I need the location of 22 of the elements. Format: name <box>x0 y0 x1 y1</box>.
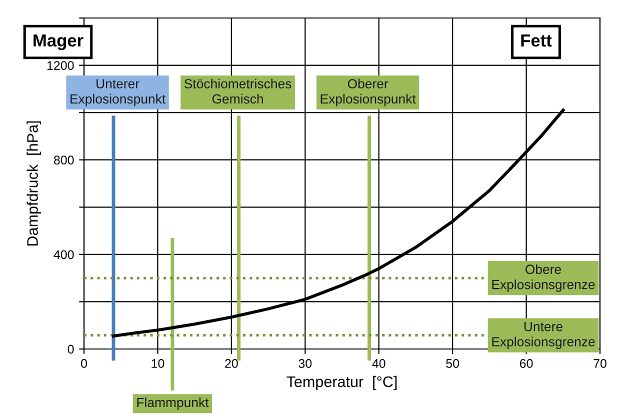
ref-line-label: Untere Explosionsgrenze <box>492 322 595 350</box>
x-tick-label: 20 <box>225 359 238 368</box>
x-tick-label: 40 <box>372 359 386 368</box>
y-tick-label: 0 <box>68 344 74 354</box>
x-tick-label: 70 <box>594 359 606 368</box>
ref-line-label: Flammpunkt <box>137 397 209 410</box>
x-tick-label: 0 <box>81 359 87 368</box>
x-tick-label: 30 <box>298 359 312 368</box>
x-tick-label: 10 <box>152 359 164 368</box>
x-tick-label: 50 <box>446 359 460 368</box>
x-tick-label: 60 <box>520 359 533 368</box>
ref-line-label: Stöchiometrisches Gemisch <box>184 78 292 104</box>
y-tick-label: 800 <box>54 156 74 165</box>
y-tick-label: 400 <box>54 250 74 260</box>
y-axis-title: Dampfdruck [hPa] <box>26 121 41 246</box>
ref-line-label: Unterer Explosionspunkt <box>70 79 166 106</box>
text: Mager <box>34 34 84 50</box>
annotation: Fett <box>521 34 552 47</box>
x-axis-title: Temperatur [°C] <box>286 376 397 390</box>
y-tick-label: 1200 <box>47 61 74 70</box>
ref-line-label: Oberer Explosionspunkt <box>320 78 416 106</box>
ref-line-label: Obere Explosionsgrenze <box>492 264 595 292</box>
